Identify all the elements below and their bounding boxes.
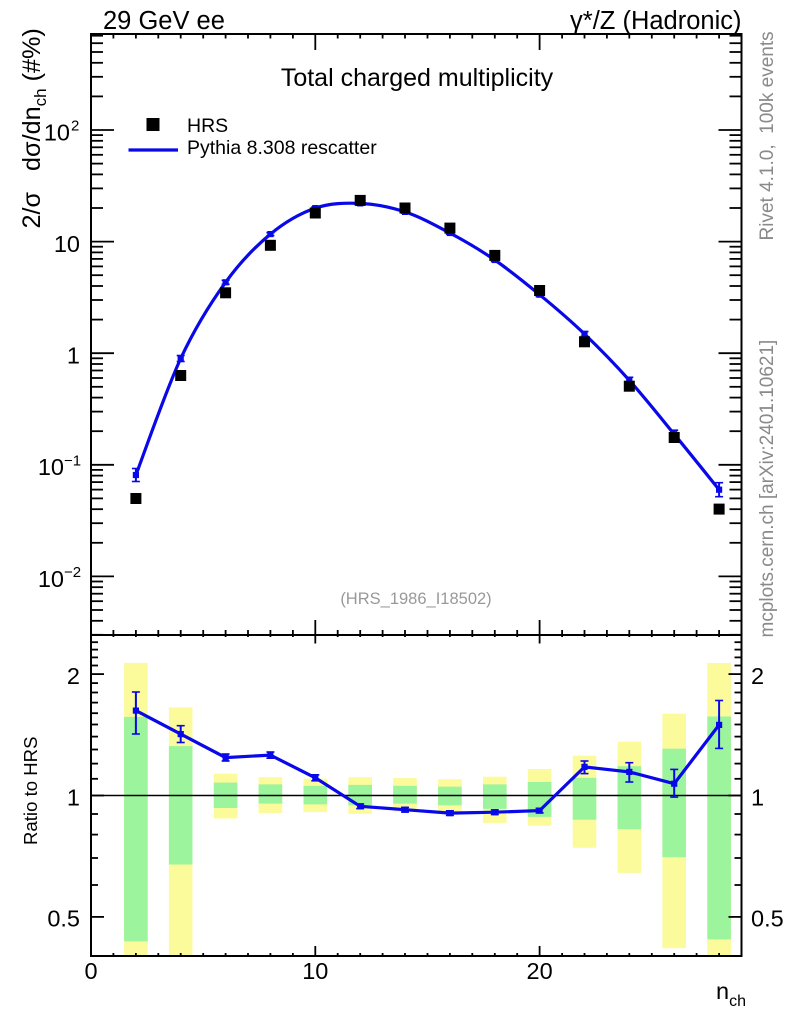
svg-text:1: 1	[67, 343, 80, 369]
svg-text:−2: −2	[64, 564, 81, 581]
svg-text:1: 1	[67, 784, 80, 810]
svg-text:Ratio to HRS: Ratio to HRS	[20, 736, 41, 845]
svg-text:2: 2	[71, 118, 79, 135]
svg-text:10: 10	[38, 566, 64, 592]
svg-text:29 GeV ee: 29 GeV ee	[103, 7, 225, 35]
svg-text:1: 1	[751, 784, 764, 810]
svg-text:Pythia 8.308 rescatter: Pythia 8.308 rescatter	[187, 137, 377, 159]
svg-text:10: 10	[302, 958, 328, 984]
svg-text:2: 2	[751, 663, 764, 689]
svg-text:(HRS_1986_I18502): (HRS_1986_I18502)	[340, 590, 491, 608]
svg-text:2/σ dσ/dnch (#%): 2/σ dσ/dnch (#%)	[18, 28, 50, 228]
svg-text:γ*/Z (Hadronic): γ*/Z (Hadronic)	[570, 7, 741, 35]
svg-text:10: 10	[44, 119, 70, 145]
svg-text:Rivet 4.1.0, 100k events: Rivet 4.1.0, 100k events	[757, 31, 778, 240]
svg-text:2: 2	[67, 663, 80, 689]
svg-text:HRS: HRS	[187, 115, 228, 137]
svg-text:Total charged multiplicity: Total charged multiplicity	[281, 64, 554, 92]
svg-text:mcplots.cern.ch [arXiv:2401.10: mcplots.cern.ch [arXiv:2401.10621]	[757, 340, 778, 638]
svg-text:10: 10	[38, 454, 64, 480]
svg-text:20: 20	[527, 958, 553, 984]
svg-text:0.5: 0.5	[47, 906, 80, 932]
svg-text:−1: −1	[64, 453, 81, 470]
svg-text:10: 10	[54, 231, 80, 257]
svg-text:0.5: 0.5	[751, 906, 784, 932]
svg-text:0: 0	[84, 958, 97, 984]
